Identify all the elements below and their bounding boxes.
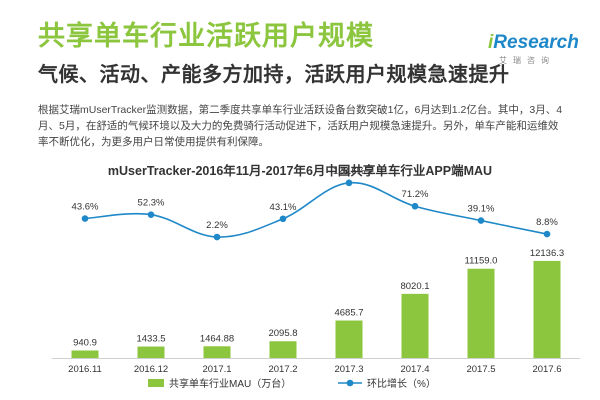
legend-label-growth: 环比增长（%） — [367, 377, 436, 390]
growth-point — [411, 202, 419, 210]
bar-value-label: 4685.7 — [334, 308, 363, 319]
growth-value-label: 52.3% — [138, 198, 165, 209]
bar-value-label: 8020.1 — [400, 281, 429, 292]
logo-mark-research: Research — [493, 32, 579, 53]
bar-value-label: 1464.88 — [200, 333, 234, 344]
logo-mark-i: i — [488, 32, 494, 53]
growth-point — [477, 217, 485, 224]
bar-2016.12 — [137, 346, 165, 358]
bar-2017.2 — [269, 341, 297, 358]
x-tick-label: 2017.2 — [268, 364, 297, 375]
bar-value-label: 2095.8 — [268, 328, 297, 339]
x-tick-label: 2017.1 — [202, 364, 231, 375]
chart-title: mUserTracker-2016年11月-2017年6月中国共享单车行业APP… — [107, 164, 493, 178]
legend-swatch-mau — [148, 379, 164, 387]
growth-point — [345, 179, 353, 187]
logo-mark: iResearch — [488, 32, 579, 54]
page-title: 共享单车行业活跃用户规模 — [38, 21, 374, 51]
x-tick-label: 2017.6 — [532, 364, 561, 375]
x-tick-label: 2016.11 — [68, 364, 102, 375]
iresearch-logo: iResearch 艾瑞咨询 — [488, 32, 579, 66]
growth-line — [84, 182, 548, 238]
growth-value-label: 123.6% — [333, 166, 366, 177]
growth-point — [147, 211, 155, 218]
legend-label-mau: 共享单车行业MAU（万台） — [169, 377, 291, 390]
growth-value-label: 71.2% — [402, 189, 429, 200]
description-paragraph: 根据艾瑞mUserTracker监测数据，第二季度共享单车行业活跃设备台数突破1… — [38, 104, 563, 148]
bar-2017.6 — [533, 260, 561, 358]
page-subtitle: 气候、活动、产能多方加持，活跃用户规模急速提升 — [38, 64, 510, 86]
growth-point — [213, 233, 221, 241]
bar-2017.1 — [203, 346, 231, 358]
growth-value-label: 39.1% — [468, 204, 495, 215]
bar-2016.11 — [71, 350, 99, 358]
logo-cn-text: 艾瑞咨询 — [499, 56, 555, 65]
bar-value-label: 11159.0 — [465, 256, 498, 267]
bar-2017.4 — [401, 293, 429, 358]
bar-value-label: 940.9 — [73, 337, 97, 348]
x-tick-label: 2016.12 — [134, 364, 168, 375]
x-tick-label: 2017.3 — [334, 364, 363, 375]
bar-2017.3 — [335, 320, 363, 358]
growth-point — [543, 230, 551, 238]
x-tick-label: 2017.5 — [466, 364, 495, 375]
bar-value-label: 12136.3 — [530, 248, 564, 259]
growth-value-label: 43.1% — [270, 202, 297, 213]
growth-value-label: 2.2% — [206, 220, 228, 231]
bar-2017.5 — [467, 268, 495, 358]
x-tick-label: 2017.4 — [400, 364, 429, 375]
growth-value-label: 43.6% — [72, 202, 99, 213]
growth-point — [279, 215, 287, 223]
bar-value-label: 1433.5 — [136, 334, 165, 345]
growth-value-label: 8.8% — [536, 217, 558, 228]
legend-swatch-growth-point — [346, 379, 354, 387]
growth-point — [81, 215, 89, 222]
